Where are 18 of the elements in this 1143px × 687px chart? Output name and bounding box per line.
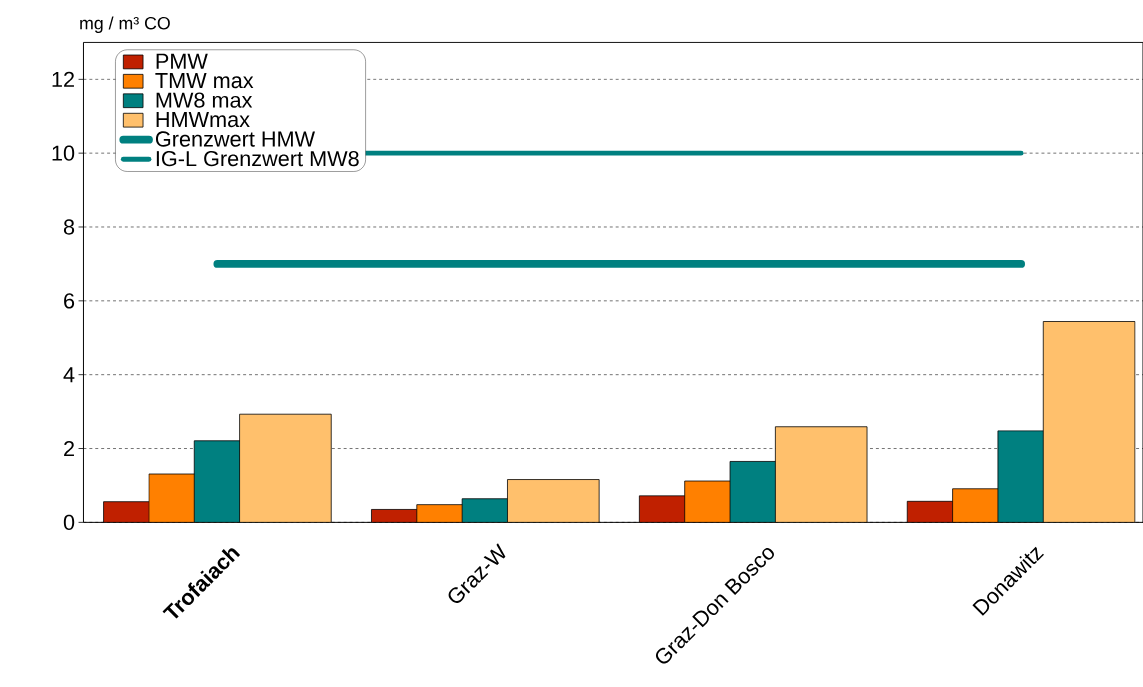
y-tick-label: 12	[52, 71, 74, 87]
y-tick-label: 2	[64, 440, 74, 457]
bar	[775, 426, 868, 523]
bar	[239, 414, 332, 523]
legend-label: PMW	[156, 53, 208, 69]
legend-label: Grenzwert HMW	[155, 131, 315, 147]
legend-label: MW8 max	[156, 92, 253, 108]
bar	[1042, 321, 1136, 523]
y-tick-label: 0	[63, 514, 75, 531]
y-axis-title: mg / m³ CO	[80, 16, 170, 33]
y-tick-label: 6	[64, 293, 75, 309]
y-tick-label: 4	[63, 367, 75, 383]
legend-label: HMWmax	[156, 112, 250, 128]
y-tick-label: 8	[63, 219, 75, 235]
bar	[507, 479, 600, 523]
y-tick-label: 10	[52, 145, 75, 161]
ref-line-label: IG-L Grenzwert MW8	[156, 150, 359, 167]
legend-label: TMW max	[155, 73, 254, 89]
